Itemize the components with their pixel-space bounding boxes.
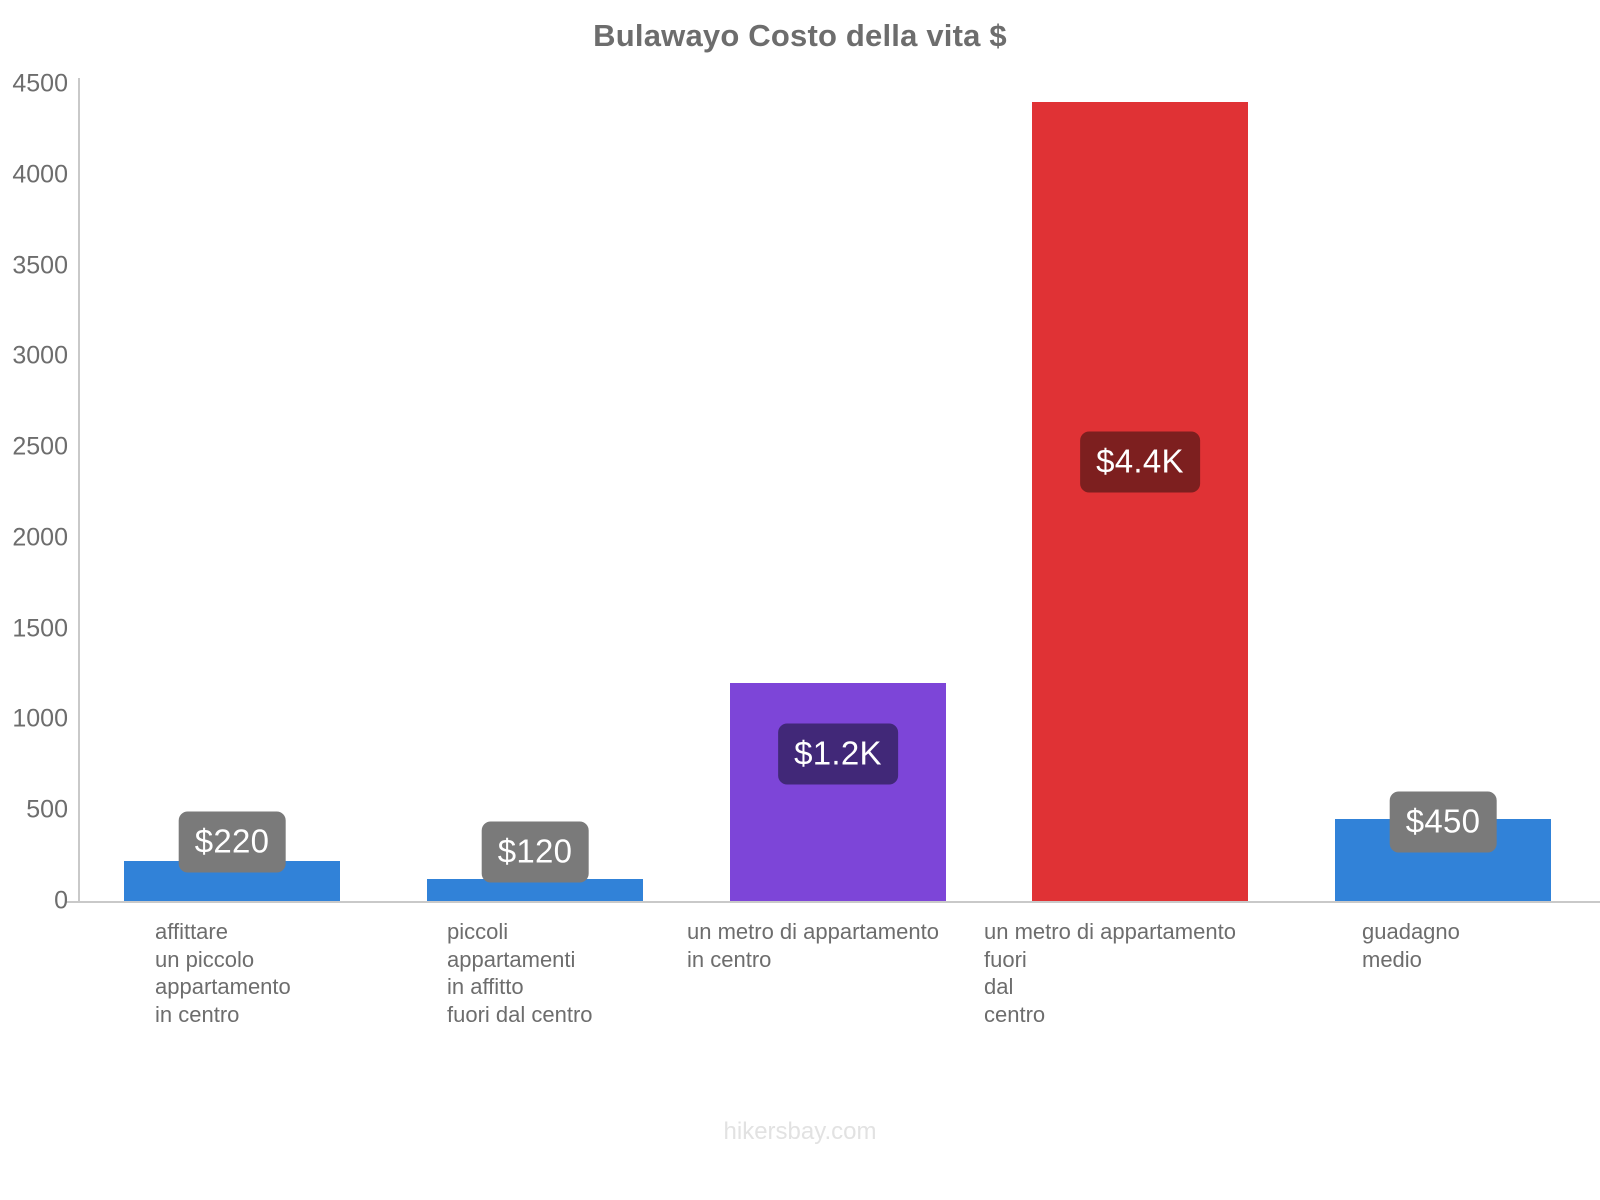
y-axis-tick-label: 1500 (12, 614, 68, 643)
y-axis-tick-label: 2000 (12, 523, 68, 552)
watermark-text: hikersbay.com (723, 1118, 877, 1145)
x-axis-category-label: guadagno medio (1362, 919, 1460, 972)
bar-value-label: $4.4K (1080, 431, 1200, 493)
bar[interactable] (1032, 102, 1248, 901)
y-axis-line (78, 78, 80, 902)
chart-title: Bulawayo Costo della vita $ (593, 18, 1007, 53)
bar[interactable] (427, 879, 643, 901)
x-axis-category-label: un metro di appartamento fuori dal centr… (984, 919, 1236, 1027)
x-axis-category-label: affittare un piccolo appartamento in cen… (155, 919, 291, 1027)
bar-value-label: $1.2K (778, 723, 898, 785)
x-axis-line (66, 901, 1600, 903)
bar-value-label: $120 (481, 821, 589, 883)
y-axis-tick-label: 1000 (12, 704, 68, 733)
y-axis-tick-label: 2500 (12, 432, 68, 461)
y-axis-tick-label: 3000 (12, 341, 68, 370)
x-axis-category-label: un metro di appartamento in centro (687, 919, 939, 972)
bar-value-label: $220 (178, 811, 286, 873)
y-axis-tick-label: 4500 (12, 69, 68, 98)
x-axis-category-label: piccoli appartamenti in affitto fuori da… (447, 919, 593, 1027)
y-axis-tick-label: 0 (54, 886, 68, 915)
y-axis-tick-label: 3500 (12, 251, 68, 280)
bar[interactable] (730, 683, 946, 901)
y-axis-tick-label: 4000 (12, 160, 68, 189)
y-axis-tick-label: 500 (26, 795, 68, 824)
bar-value-label: $450 (1389, 791, 1497, 853)
